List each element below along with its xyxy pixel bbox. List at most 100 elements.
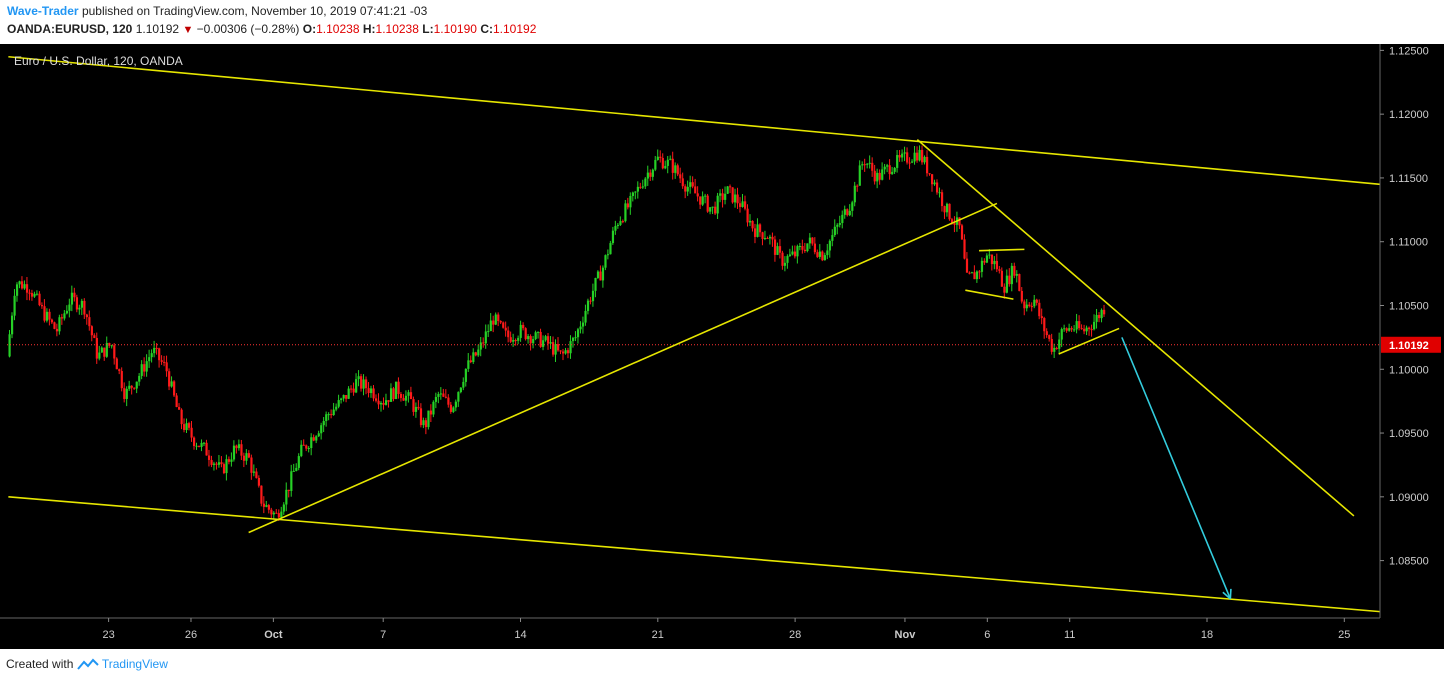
y-tick-label: 1.09500 [1389,428,1429,440]
candle [355,373,358,394]
tradingview-logo-icon [76,658,99,670]
candle [315,435,318,444]
candle [467,353,470,372]
candle [110,344,113,349]
candle [195,442,198,450]
candle [606,249,610,260]
candle [262,496,266,514]
candle [736,187,739,209]
candle [232,440,236,462]
open-label: O: [302,22,317,36]
candle [257,475,261,488]
open-value: 1.10238 [316,22,360,36]
candle [60,313,64,325]
candle [1055,346,1058,350]
candle [190,420,193,442]
trendline[interactable] [8,496,1381,613]
candle [63,310,66,321]
candle [360,373,363,392]
price-chart[interactable]: 1.12500 1.12000 1.11500 1.11000 1.10500 1.100… [0,44,1444,649]
candle [227,456,231,465]
candle [434,392,438,409]
candle [676,163,679,177]
candle [734,188,737,208]
candle [843,205,846,219]
candle [200,439,203,452]
candle [716,192,719,219]
x-tick-label: 26 [185,629,197,641]
candle [80,298,83,316]
candle [990,254,994,271]
candle [873,164,876,185]
candle [591,283,595,307]
candle [908,157,911,169]
candle [866,163,869,169]
current-price-label: 1.10192 [1381,336,1441,353]
candle [532,335,535,349]
candle [387,400,390,408]
tradingview-brand[interactable]: TradingView [101,657,168,671]
candle [911,159,914,164]
candle [529,334,532,351]
author-link[interactable]: Wave-Trader [7,4,79,18]
candle [15,282,19,302]
candle [93,333,96,339]
candle [75,294,79,313]
candle [1068,323,1071,332]
candle [709,207,712,215]
trendline[interactable] [979,248,1025,252]
candle [88,310,91,331]
candle [963,234,966,260]
price-axis[interactable]: 1.12500 1.12000 1.11500 1.11000 1.10500 1.100… [1379,44,1444,618]
trendline[interactable] [916,139,1355,517]
candle [215,461,218,470]
trendline[interactable] [965,289,1014,300]
candle [270,507,273,519]
candle [719,189,722,203]
candle [320,422,323,440]
candle [651,168,654,181]
candle [222,462,226,475]
candle [601,265,605,288]
symbol-interval: OANDA:EURUSD, 120 [7,22,133,36]
candle [888,159,891,180]
candle [1085,325,1088,336]
candle [115,357,118,370]
y-tick-label: 1.10500 [1389,300,1429,312]
candle [898,150,901,162]
candle [876,168,879,189]
candle [192,436,196,450]
close-value: 1.10192 [492,22,537,36]
candle [113,343,116,365]
candle [58,314,61,335]
candle [893,166,896,174]
candle [300,440,303,458]
candle [138,373,141,386]
candle [168,368,171,391]
trendline[interactable] [8,55,1381,186]
candle [901,149,904,162]
candle [594,277,597,298]
y-tick-label: 1.08500 [1389,556,1429,568]
time-axis[interactable]: 23 26 Oct 7 14 21 28 Nov 6 11 18 25 [0,617,1444,649]
candle [330,409,333,419]
candle [292,463,295,472]
candle [1083,324,1086,335]
trendline[interactable] [1058,327,1120,355]
candle [1020,287,1023,304]
candle [310,433,313,456]
candle [105,336,108,358]
candle [325,411,328,427]
candle [1098,312,1101,323]
candle [125,386,128,407]
candle [878,169,881,185]
candle [437,391,440,404]
candle [197,445,201,448]
candle [1030,302,1033,312]
candle [474,351,477,357]
trendline[interactable] [248,202,998,534]
candle [965,252,969,273]
target-arrow[interactable] [1121,337,1232,600]
candle [20,276,24,290]
candle [1015,270,1018,283]
